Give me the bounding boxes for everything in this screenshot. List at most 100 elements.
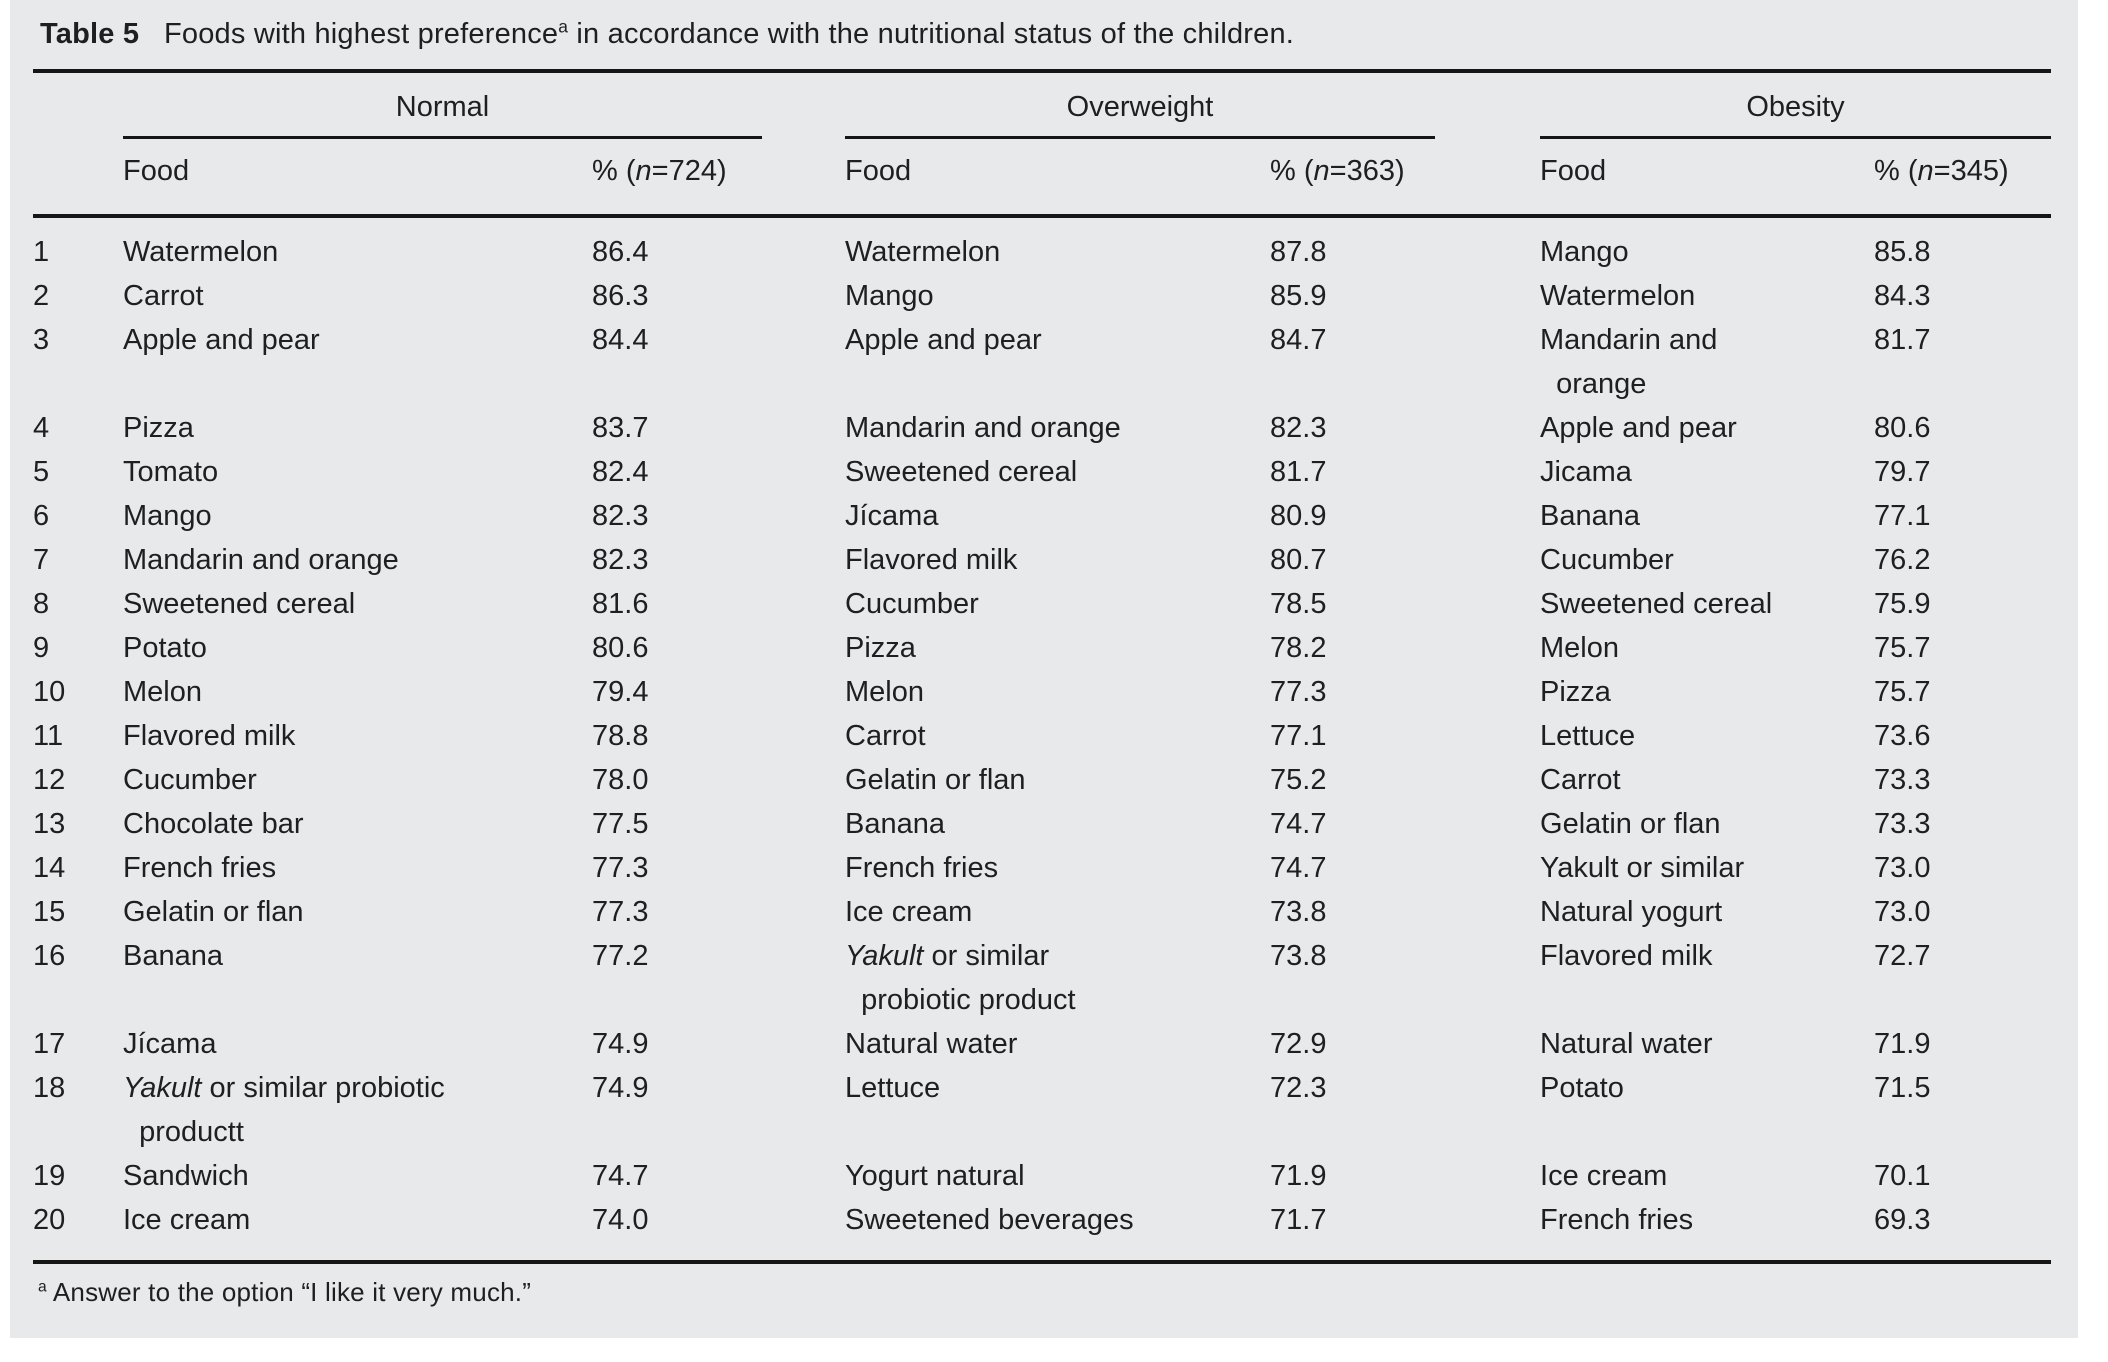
obesity-pct-cell: 77.1 <box>1874 500 1931 532</box>
column-gap <box>1435 137 1541 218</box>
obesity-pct-cell: 75.9 <box>1874 588 1931 620</box>
obesity-food-cell: Flavored milk <box>1540 940 1713 972</box>
obesity-food-cell: Mandarin and orange <box>1540 324 1718 400</box>
column-gap <box>1435 626 1540 670</box>
column-gap <box>1435 846 1540 890</box>
column-gap <box>762 494 845 538</box>
overweight-food-cell: Gelatin or flan <box>845 764 1026 796</box>
normal-pct-cell: 77.2 <box>592 940 649 972</box>
table-body: 1 Watermelon 86.4 Watermelon 87.8 Mango … <box>33 216 2052 1264</box>
normal-pct-cell: 81.6 <box>592 588 649 620</box>
overweight-pct-cell: 73.8 <box>1270 940 1327 972</box>
overweight-pct-cell: 78.2 <box>1270 632 1327 664</box>
obesity-pct-cell: 71.5 <box>1874 1072 1931 1104</box>
normal-food-cell: Sandwich <box>123 1160 249 1192</box>
column-gap <box>762 216 845 274</box>
table-panel: Table 5 Foods with highest preferencea i… <box>10 0 2078 1338</box>
overweight-food-cell: Jícama <box>845 500 939 532</box>
rank-cell: 3 <box>33 324 50 356</box>
normal-food-cell: Ice cream <box>123 1198 592 1264</box>
table-row: 19 Sandwich 74.7 Yogurt natural 71.9 Ice… <box>33 1154 2051 1198</box>
column-gap <box>1435 1022 1540 1066</box>
obesity-pct-cell: 69.3 <box>1874 1198 2052 1264</box>
table-row: 10 Melon 79.4 Melon 77.3 Pizza 75.7 <box>33 670 2051 714</box>
overweight-pct-cell: 77.3 <box>1270 676 1327 708</box>
table-row: 20 Ice cream 74.0 Sweetened beverages 71… <box>33 1198 2052 1264</box>
rank-header-spacer <box>33 137 123 218</box>
overweight-pct-cell: 78.5 <box>1270 588 1327 620</box>
normal-food-cell: French fries <box>123 852 277 884</box>
food-header-overweight: Food <box>845 137 1270 218</box>
table-row: 11 Flavored milk 78.8 Carrot 77.1 Lettuc… <box>33 714 2051 758</box>
column-gap <box>762 538 845 582</box>
table-row: 13 Chocolate bar 77.5 Banana 74.7 Gelati… <box>33 802 2051 846</box>
rank-cell: 16 <box>33 940 66 972</box>
normal-food-cell: Melon <box>123 676 202 708</box>
obesity-pct-cell: 75.7 <box>1874 632 1931 664</box>
table-row: 9 Potato 80.6 Pizza 78.2 Melon 75.7 <box>33 626 2051 670</box>
obesity-food-cell: Banana <box>1540 500 1641 532</box>
overweight-pct-cell: 84.7 <box>1270 324 1327 356</box>
normal-pct-cell: 77.5 <box>592 808 649 840</box>
overweight-food-cell: Apple and pear <box>845 324 1042 356</box>
preference-table: Normal Overweight Obesity Food % (n=724)… <box>33 69 2052 1264</box>
normal-food-cell: Sweetened cereal <box>123 588 356 620</box>
overweight-food-cell: Ice cream <box>845 896 973 928</box>
overweight-pct-cell: 87.8 <box>1270 236 1327 268</box>
normal-pct-cell: 77.3 <box>592 852 649 884</box>
rank-cell: 11 <box>33 720 64 752</box>
overweight-pct-cell: 71.7 <box>1270 1198 1436 1264</box>
column-gap <box>762 582 845 626</box>
rank-cell: 13 <box>33 808 66 840</box>
rank-cell: 20 <box>33 1198 123 1264</box>
column-gap <box>762 670 845 714</box>
overweight-food-cell: French fries <box>845 852 999 884</box>
rank-cell: 17 <box>33 1028 66 1060</box>
obesity-pct-cell: 73.0 <box>1874 896 1931 928</box>
group-header-overweight: Overweight <box>845 69 1436 139</box>
obesity-food-cell: Yakult or similar <box>1540 852 1745 884</box>
overweight-food-cell: Mandarin and orange <box>845 412 1121 444</box>
table-row: 15 Gelatin or flan 77.3 Ice cream 73.8 N… <box>33 890 2051 934</box>
obesity-pct-cell: 73.3 <box>1874 764 1931 796</box>
obesity-food-cell: Cucumber <box>1540 544 1674 576</box>
normal-food-cell: Pizza <box>123 412 194 444</box>
normal-food-cell: Flavored milk <box>123 720 296 752</box>
column-gap <box>1435 538 1540 582</box>
overweight-pct-cell: 74.7 <box>1270 852 1327 884</box>
obesity-pct-cell: 79.7 <box>1874 456 1931 488</box>
obesity-food-cell: Pizza <box>1540 676 1611 708</box>
normal-food-cell: Jícama <box>123 1028 217 1060</box>
normal-pct-cell: 74.7 <box>592 1160 649 1192</box>
overweight-food-cell: Sweetened beverages <box>845 1198 1270 1264</box>
column-gap <box>1435 1066 1540 1154</box>
rank-cell: 4 <box>33 412 50 444</box>
rank-cell: 12 <box>33 764 66 796</box>
table-row: 17 Jícama 74.9 Natural water 72.9 Natura… <box>33 1022 2051 1066</box>
table-row: 5 Tomato 82.4 Sweetened cereal 81.7 Jica… <box>33 450 2051 494</box>
overweight-pct-cell: 71.9 <box>1270 1160 1327 1192</box>
normal-pct-cell: 74.9 <box>592 1028 649 1060</box>
column-gap <box>1435 1154 1540 1198</box>
group-header-normal: Normal <box>123 69 762 139</box>
column-gap <box>1435 274 1540 318</box>
normal-pct-cell: 77.3 <box>592 896 649 928</box>
rank-cell: 8 <box>33 588 50 620</box>
obesity-pct-cell: 81.7 <box>1874 324 1931 356</box>
obesity-food-cell: Ice cream <box>1540 1160 1668 1192</box>
overweight-food-cell: Natural water <box>845 1028 1018 1060</box>
overweight-food-cell: Sweetened cereal <box>845 456 1078 488</box>
overweight-pct-cell: 75.2 <box>1270 764 1327 796</box>
rank-header-spacer <box>33 69 123 138</box>
column-gap <box>762 1066 845 1154</box>
table-row: 6 Mango 82.3 Jícama 80.9 Banana 77.1 <box>33 494 2051 538</box>
normal-food-cell: Apple and pear <box>123 324 320 356</box>
obesity-food-cell: Melon <box>1540 632 1620 664</box>
overweight-food-cell: Melon <box>845 676 924 708</box>
overweight-food-cell: Cucumber <box>845 588 979 620</box>
normal-food-cell: Potato <box>123 632 207 664</box>
obesity-food-cell: Mango <box>1540 236 1629 268</box>
column-gap <box>762 1198 845 1264</box>
food-header-normal: Food <box>123 137 592 218</box>
pct-header-overweight: % (n=363) <box>1270 137 1436 218</box>
